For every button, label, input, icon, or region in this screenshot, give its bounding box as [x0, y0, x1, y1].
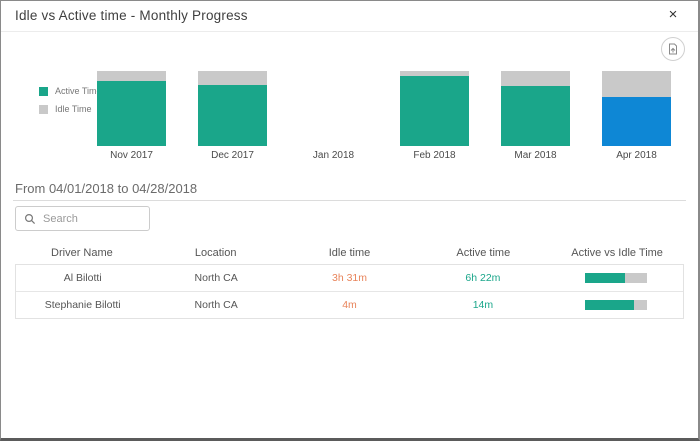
legend-label-idle: Idle Time [55, 104, 92, 114]
active-segment [501, 86, 570, 146]
chart-bar-dec-2017[interactable] [198, 71, 267, 146]
legend-item-idle[interactable]: Idle Time [39, 104, 102, 114]
cell-active-vs-idle [550, 273, 683, 283]
table-header: Driver Name Location Idle time Active ti… [15, 242, 684, 264]
legend-label-active: Active Time [55, 86, 102, 96]
export-image-button[interactable] [661, 37, 685, 61]
month-label: Dec 2017 [211, 150, 254, 161]
active-segment [602, 97, 671, 146]
idle-segment [97, 71, 166, 81]
chart-bar-mar-2018[interactable] [501, 71, 570, 146]
chart-legend: Active Time Idle Time [39, 86, 102, 122]
active-segment [198, 85, 267, 146]
month-label: Mar 2018 [514, 150, 557, 161]
cell-active-vs-idle [550, 300, 683, 310]
idle-segment [400, 71, 469, 77]
month-label: Jan 2018 [312, 150, 355, 161]
idle-segment [198, 71, 267, 86]
search-input[interactable] [41, 211, 149, 226]
close-icon[interactable]: × [664, 6, 682, 24]
col-header-active-time: Active time [456, 247, 511, 259]
cell-active-time: 6h 22m [465, 272, 501, 284]
month-label: Nov 2017 [110, 150, 153, 161]
search-icon [24, 213, 36, 224]
active-segment [97, 80, 166, 146]
table-body: Al Bilotti North CA 3h 31m 6h 22m Stephanie … [15, 264, 684, 319]
legend-item-active[interactable]: Active Time [39, 86, 102, 96]
col-header-idle-time: Idle time [328, 247, 371, 259]
cell-driver-name: Al Bilotti [63, 272, 102, 284]
search-box [15, 206, 150, 231]
drivers-table: Driver Name Location Idle time Active ti… [15, 242, 684, 319]
cell-idle-time: 3h 31m [332, 272, 368, 284]
active-vs-idle-bar [585, 300, 648, 310]
table-row[interactable]: Stephanie Bilotti North CA 4m 14m [16, 291, 683, 318]
chart-bar-apr-2018[interactable] [602, 71, 671, 146]
cell-driver-name: Stephanie Bilotti [44, 299, 121, 311]
active-segment [400, 76, 469, 146]
chart-bars [1, 71, 700, 146]
period-divider [13, 200, 686, 201]
col-header-driver-name: Driver Name [51, 247, 113, 259]
active-vs-idle-bar [585, 273, 648, 283]
table-row[interactable]: Al Bilotti North CA 3h 31m 6h 22m [16, 265, 683, 291]
chart-bar-feb-2018[interactable] [400, 71, 469, 146]
chart-bar-nov-2017[interactable] [97, 71, 166, 146]
chart-month-labels: Nov 2017 Dec 2017 Jan 2018 Feb 2018 Mar 2018… [1, 150, 700, 164]
period-label: From 04/01/2018 to 04/28/2018 [15, 181, 198, 196]
cell-active-time: 14m [472, 299, 494, 311]
cell-location: North CA [194, 299, 238, 311]
month-label: Feb 2018 [413, 150, 456, 161]
active-vs-idle-bar-fill [585, 300, 634, 310]
legend-swatch-active [39, 86, 48, 96]
idle-segment [602, 71, 671, 98]
col-header-active-vs-idle: Active vs Idle Time [571, 247, 663, 259]
dialog-title: Idle vs Active time - Monthly Progress [15, 8, 248, 23]
cell-idle-time: 4m [342, 299, 357, 311]
month-label: Apr 2018 [616, 150, 657, 161]
col-header-location: Location [194, 247, 237, 259]
legend-swatch-idle [39, 104, 48, 114]
dialog-titlebar: Idle vs Active time - Monthly Progress × [1, 1, 698, 32]
idle-segment [501, 71, 570, 86]
active-vs-idle-bar-fill [585, 273, 625, 283]
export-image-icon [669, 43, 677, 55]
cell-location: North CA [194, 272, 238, 284]
